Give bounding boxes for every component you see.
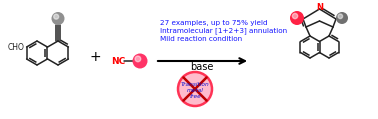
- Circle shape: [133, 54, 147, 69]
- Text: 27 examples, up to 75% yield: 27 examples, up to 75% yield: [160, 20, 268, 26]
- Text: NC: NC: [111, 57, 125, 65]
- Circle shape: [54, 14, 59, 19]
- Text: metal: metal: [187, 87, 203, 92]
- Circle shape: [178, 72, 212, 106]
- Text: Mild reaction condition: Mild reaction condition: [160, 36, 242, 42]
- Circle shape: [51, 12, 65, 25]
- Circle shape: [292, 13, 298, 19]
- Circle shape: [135, 56, 141, 62]
- Circle shape: [336, 12, 348, 24]
- Text: base: base: [190, 62, 214, 72]
- Circle shape: [290, 11, 304, 25]
- Text: Intramolecular [1+2+3] annulation: Intramolecular [1+2+3] annulation: [160, 28, 287, 34]
- Circle shape: [338, 14, 342, 19]
- Text: CHO: CHO: [7, 42, 24, 52]
- Text: free: free: [189, 94, 201, 99]
- Text: N: N: [316, 3, 323, 12]
- Text: Transition: Transition: [181, 82, 209, 87]
- Text: +: +: [89, 50, 101, 64]
